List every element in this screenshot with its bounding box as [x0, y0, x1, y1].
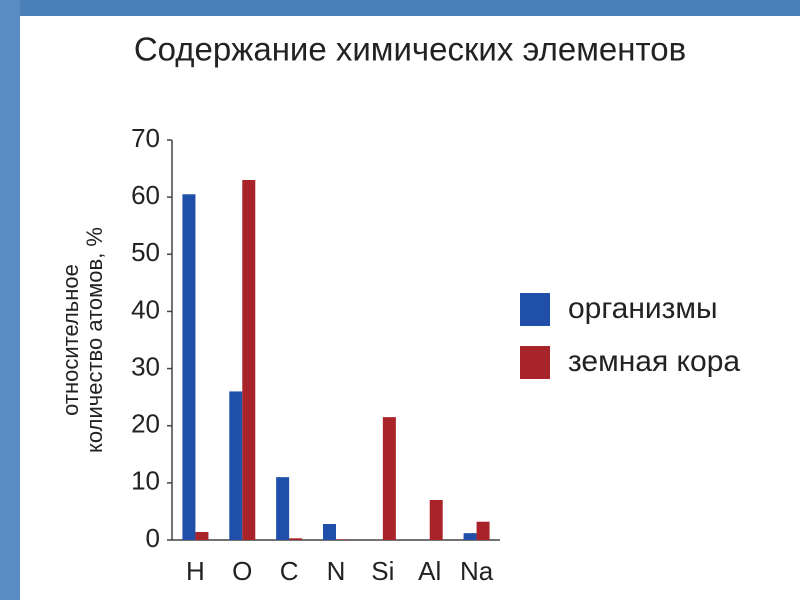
bar: [429, 500, 443, 540]
y-tick-label: 20: [131, 409, 160, 439]
x-tick-label: Si: [371, 556, 394, 586]
bar: [336, 539, 349, 540]
x-tick-label: Al: [418, 556, 441, 586]
chart-title: Содержание химических элементов: [134, 31, 686, 68]
top-strip: [0, 0, 800, 16]
x-tick-label: C: [280, 556, 299, 586]
bar: [229, 391, 243, 540]
x-tick-label: N: [327, 556, 346, 586]
bar: [289, 538, 303, 540]
y-tick-label: 50: [131, 237, 160, 267]
bar: [242, 180, 256, 540]
y-axis-label: количество атомов, %: [82, 227, 107, 453]
bar: [276, 477, 290, 540]
bar: [476, 521, 490, 540]
y-tick-label: 10: [131, 466, 160, 496]
legend-label: земная кора: [568, 345, 740, 378]
x-tick-label: H: [186, 556, 205, 586]
x-tick-label: Na: [460, 556, 494, 586]
bar: [195, 532, 209, 540]
y-tick-label: 70: [131, 123, 160, 153]
legend-swatch: [520, 346, 550, 379]
y-tick-label: 60: [131, 180, 160, 210]
y-tick-label: 0: [146, 523, 160, 553]
left-strip: [0, 0, 20, 600]
y-tick-label: 30: [131, 351, 160, 381]
x-tick-label: O: [232, 556, 252, 586]
bar: [323, 524, 336, 540]
bar: [463, 533, 477, 540]
bar: [182, 194, 196, 541]
legend-label: организмы: [568, 292, 718, 325]
y-tick-label: 40: [131, 294, 160, 324]
legend-swatch: [520, 293, 550, 326]
y-axis-label: относительное: [58, 264, 83, 416]
bar: [382, 417, 396, 540]
